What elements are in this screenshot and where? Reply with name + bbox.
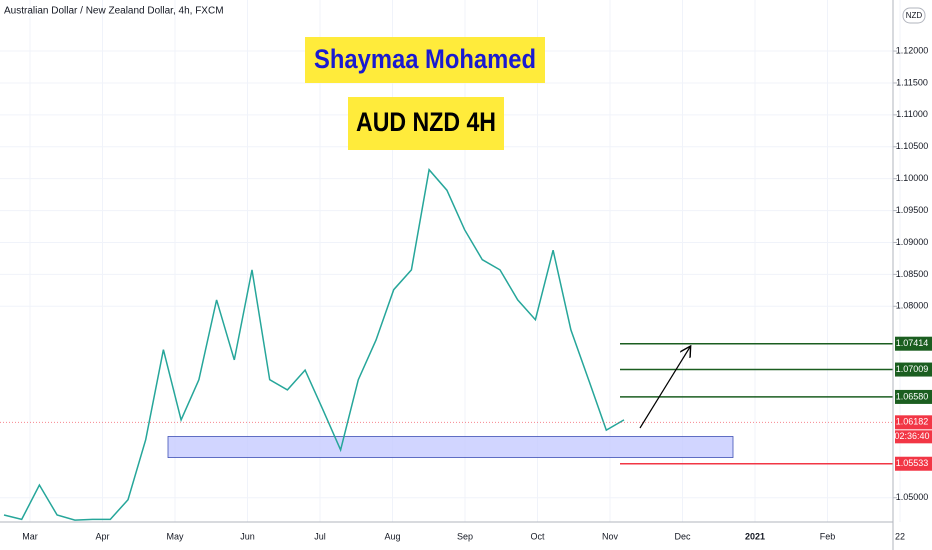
- chart-title: Australian Dollar / New Zealand Dollar, …: [4, 6, 224, 17]
- level-label: 1.06580: [896, 391, 929, 401]
- support-zone: [167, 436, 734, 458]
- arrow: [639, 347, 690, 429]
- x-tick-label: 2021: [745, 531, 765, 541]
- x-tick-label: Mar: [22, 531, 38, 541]
- x-tick-label: Aug: [384, 531, 400, 541]
- currency: NZD: [906, 11, 923, 20]
- level-label: 1.07414: [896, 338, 929, 348]
- level-label: 1.07009: [896, 364, 929, 374]
- y-tick-label: 1.05000: [896, 492, 929, 502]
- x-tick-label: Dec: [674, 531, 691, 541]
- y-tick-label: 1.10500: [896, 141, 929, 151]
- x-tick-label: Oct: [530, 531, 545, 541]
- y-tick-label: 1.09500: [896, 205, 929, 215]
- current-price-box: [895, 415, 932, 430]
- x-tick-label: Jul: [314, 531, 326, 541]
- y-tick-label: 1.11000: [896, 109, 928, 119]
- annotation-box: [348, 97, 504, 150]
- annotation: AUD NZD 4H: [356, 107, 496, 137]
- x-tick-label: May: [166, 531, 184, 541]
- level-box: [895, 456, 932, 471]
- x-tick-label: Apr: [95, 531, 109, 541]
- plot: [0, 168, 893, 521]
- countdown: 02:36:40: [894, 431, 929, 441]
- level-box: [895, 362, 932, 377]
- y-tick-label: 1.08000: [896, 301, 929, 311]
- y-tick-label: 1.12000: [896, 45, 929, 55]
- y-tick-label: 1.11500: [896, 77, 928, 87]
- current-price-label: 1.06182: [896, 417, 929, 427]
- level-box: [895, 389, 932, 404]
- x-tick-label: Jun: [240, 531, 255, 541]
- x-tick-label: 22: [895, 531, 905, 541]
- y-tick-label: 1.09000: [896, 237, 929, 247]
- level-box: [895, 336, 932, 351]
- x-tick-label: Feb: [820, 531, 836, 541]
- annotation: Shaymaa Mohamed: [314, 44, 536, 74]
- level-label: 1.05533: [896, 458, 929, 468]
- annotation-box: [305, 37, 545, 83]
- x-tick-label: Nov: [602, 531, 619, 541]
- y-tick-label: 1.10000: [896, 173, 929, 183]
- y-tick-label: 1.08500: [896, 269, 929, 279]
- countdown-box: [895, 430, 932, 444]
- axis-labels: 1.05000 1.08000 1.08500 1.09000 1.09500 1.100…: [22, 45, 932, 541]
- x-tick-label: Sep: [457, 531, 473, 541]
- price-line: [3, 168, 625, 521]
- currency-badge: [902, 7, 926, 24]
